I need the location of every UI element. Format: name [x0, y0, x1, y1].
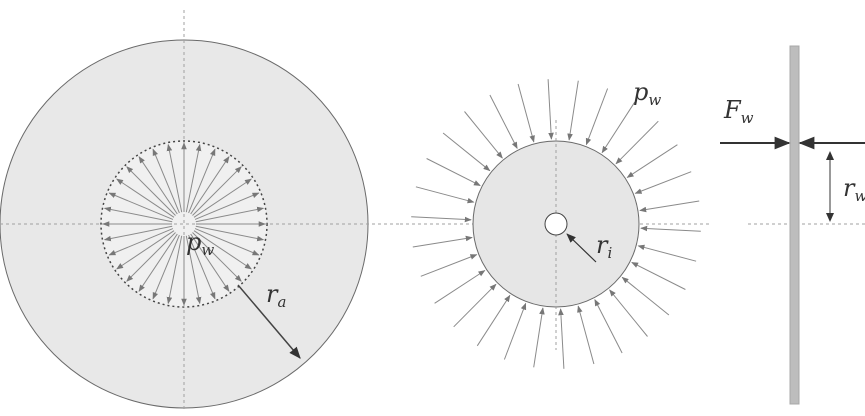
- internal-pressure-arrow: [195, 225, 265, 242]
- external-pressure-arrow: [411, 216, 472, 223]
- external-pressure-arrow: [631, 261, 686, 290]
- disk-cross-section: [789, 45, 800, 405]
- external-pressure-arrow: [639, 200, 700, 213]
- external-pressure-arrow: [634, 171, 692, 194]
- external-pressure-arrow: [621, 276, 670, 316]
- external-pressure-arrow: [489, 94, 518, 150]
- internal-pressure-arrow: [126, 166, 176, 216]
- external-pressure-arrow: [615, 120, 659, 165]
- figure-solid-disk: ri pw: [400, 78, 712, 369]
- external-pressure-arrow: [503, 302, 527, 360]
- external-pressure-arrow: [637, 244, 697, 262]
- internal-pressure-arrow: [194, 228, 260, 256]
- ri-radius-arrow: [566, 233, 597, 263]
- internal-pressure-arrow: [152, 234, 180, 300]
- rw-arrowhead-bottom: [826, 213, 834, 222]
- internal-pressure-arrow: [195, 206, 265, 223]
- rw-label: rw: [843, 174, 865, 205]
- external-pressure-arrow: [415, 186, 475, 204]
- external-pressure-arrow: [594, 298, 623, 354]
- internal-pressure-arrow: [103, 206, 173, 223]
- external-pressure-arrow: [453, 283, 497, 328]
- center-bore: [544, 212, 568, 236]
- internal-pressure-arrow: [103, 225, 173, 242]
- external-pressure-arrow: [442, 132, 491, 172]
- external-pressure-arrow: [601, 101, 636, 154]
- external-pressure-arrow: [517, 83, 535, 143]
- external-pressure-arrow: [577, 305, 595, 365]
- ra-radius-arrow: [237, 284, 301, 359]
- internal-pressure-arrow: [108, 192, 174, 220]
- internal-pressure-arrow: [188, 234, 216, 300]
- internal-pressure-arrow: [138, 156, 178, 215]
- external-pressure-arrow: [464, 111, 503, 159]
- internal-pressure-arrow: [192, 166, 242, 216]
- external-pressure-arrow: [567, 80, 579, 141]
- external-pressure-arrow: [585, 88, 609, 146]
- internal-pressure-arrows: [102, 142, 266, 306]
- internal-pressure-arrow: [190, 156, 230, 215]
- internal-pressure-arrow: [126, 232, 176, 282]
- external-pressure-arrow: [640, 225, 701, 232]
- internal-pressure-arrow: [138, 233, 178, 292]
- figure-hollow-disk: pw ra: [0, 10, 400, 412]
- ri-label: ri: [596, 231, 612, 262]
- external-pressure-arrows: [411, 79, 701, 369]
- external-pressure-arrow: [547, 79, 554, 140]
- internal-pressure-arrow: [190, 233, 230, 292]
- external-pressure-arrow: [434, 270, 486, 304]
- internal-pressure-arrow: [116, 230, 175, 270]
- external-pressure-arrow: [626, 144, 678, 178]
- internal-pressure-arrow: [194, 192, 260, 220]
- internal-pressure-arrow: [166, 235, 183, 305]
- internal-pressure-arrow: [192, 232, 242, 282]
- external-pressure-arrow: [609, 289, 648, 337]
- internal-pressure-arrow: [185, 235, 202, 305]
- internal-pressure-arrow: [116, 178, 175, 218]
- fw-label: Fw: [723, 96, 754, 127]
- external-pressure-arrow: [476, 294, 511, 347]
- external-pressure-arrow: [426, 158, 481, 187]
- internal-pressure-arrow: [166, 143, 183, 213]
- internal-pressure-arrow: [185, 143, 202, 213]
- external-pressure-arrow: [558, 308, 565, 369]
- external-pressure-arrow: [412, 235, 473, 248]
- internal-pressure-arrow: [193, 178, 252, 218]
- internal-pressure-arrow: [108, 228, 174, 256]
- figure-cross-section: Fw rw: [720, 45, 865, 405]
- external-pressure-arrow: [420, 254, 478, 277]
- internal-pressure-arrow: [152, 148, 180, 214]
- internal-pressure-arrow: [193, 230, 252, 270]
- external-pressure-arrow: [533, 307, 545, 368]
- ra-label: ra: [266, 280, 286, 311]
- pw-label-left: pw: [186, 228, 214, 259]
- internal-pressure-arrow: [188, 148, 216, 214]
- rw-arrowhead-top: [826, 151, 834, 160]
- pw-label-right: pw: [633, 78, 661, 109]
